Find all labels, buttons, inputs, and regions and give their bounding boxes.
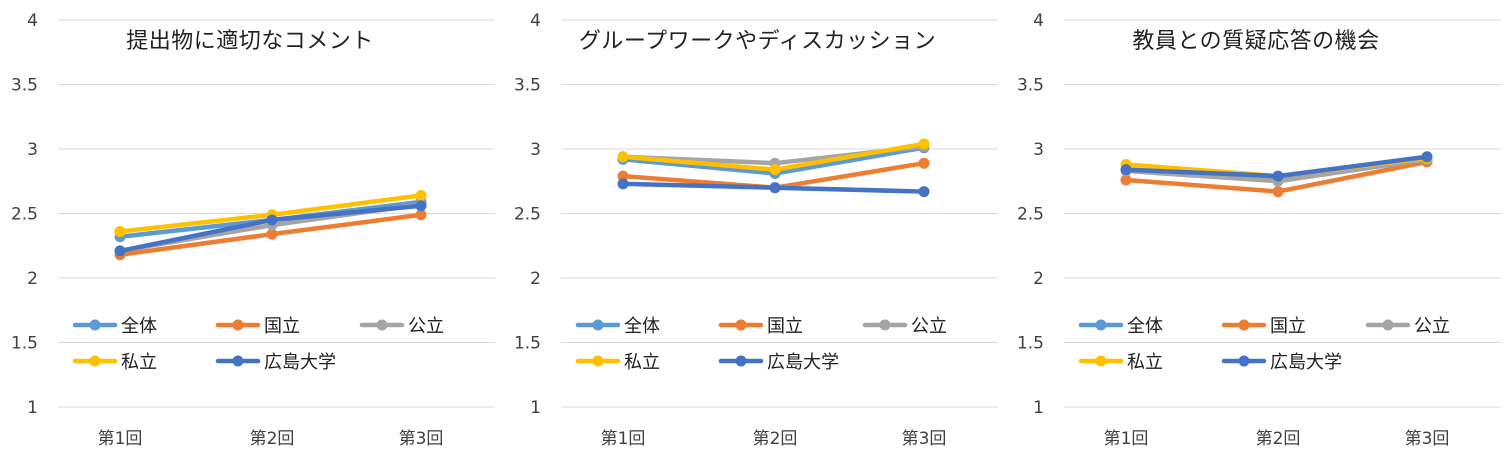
data-point bbox=[918, 186, 930, 198]
chart-title: 提出物に適切なコメント bbox=[126, 29, 374, 54]
y-tick-label: 3.5 bbox=[1017, 76, 1044, 96]
chart-title: 教員との質疑応答の機会 bbox=[1132, 29, 1380, 54]
legend-marker bbox=[376, 319, 388, 331]
data-point bbox=[266, 228, 278, 240]
data-point bbox=[114, 226, 126, 238]
x-tick-label: 第1回 bbox=[98, 429, 143, 449]
data-point bbox=[114, 245, 126, 257]
legend-marker bbox=[1095, 355, 1107, 367]
data-point bbox=[415, 209, 427, 221]
legend-marker bbox=[1238, 319, 1250, 331]
y-tick-label: 4 bbox=[27, 11, 38, 31]
y-tick-label: 3 bbox=[27, 140, 38, 160]
data-point bbox=[617, 178, 629, 190]
x-tick-label: 第1回 bbox=[1104, 429, 1149, 449]
y-tick-label: 2.5 bbox=[514, 205, 541, 225]
legend-marker bbox=[879, 319, 891, 331]
legend-label: 私立 bbox=[1127, 352, 1163, 373]
legend-label: 国立 bbox=[1270, 316, 1306, 337]
legend-marker bbox=[735, 355, 747, 367]
data-point bbox=[617, 170, 629, 182]
legend-label: 広島大学 bbox=[767, 352, 839, 373]
legend-label: 私立 bbox=[121, 352, 157, 373]
y-tick-label: 1.5 bbox=[1017, 334, 1044, 354]
y-tick-label: 1.5 bbox=[11, 334, 38, 354]
legend-marker bbox=[232, 355, 244, 367]
chart-title: グループワークやディスカッション bbox=[578, 29, 937, 54]
legend-label: 広島大学 bbox=[1270, 352, 1342, 373]
chart-panel-2: 1 1.5 2 2.5 3 3.5 4 第1回 第2回 第3回 全体 国立 公立私立 広島大学 グループワ… bbox=[503, 0, 1006, 458]
data-point bbox=[769, 182, 781, 194]
y-tick-label: 2.5 bbox=[11, 205, 38, 225]
data-point bbox=[1272, 170, 1284, 182]
legend-marker bbox=[89, 355, 101, 367]
x-tick-label: 第3回 bbox=[399, 429, 444, 449]
x-tick-label: 第2回 bbox=[753, 429, 798, 449]
y-tick-label: 3.5 bbox=[11, 76, 38, 96]
y-tick-label: 2 bbox=[1033, 269, 1044, 289]
data-point bbox=[415, 200, 427, 212]
legend-label: 国立 bbox=[767, 316, 803, 337]
legend-marker bbox=[1095, 319, 1107, 331]
legend-label: 全体 bbox=[624, 316, 660, 337]
legend-marker bbox=[592, 355, 604, 367]
x-tick-label: 第1回 bbox=[601, 429, 646, 449]
data-point bbox=[918, 138, 930, 150]
y-tick-label: 3 bbox=[1033, 140, 1044, 160]
data-point bbox=[1120, 174, 1132, 186]
x-tick-label: 第3回 bbox=[1405, 429, 1450, 449]
legend-marker bbox=[1238, 355, 1250, 367]
legend-label: 全体 bbox=[121, 316, 157, 337]
x-tick-label: 第2回 bbox=[250, 429, 295, 449]
chart-panel-1: 1 1.5 2 2.5 3 3.5 4 第1回 第2回 第3回 全体 国立 公立私立 広島大学 提出物に適… bbox=[0, 0, 503, 458]
data-point bbox=[1421, 151, 1433, 163]
legend-label: 私立 bbox=[624, 352, 660, 373]
x-tick-label: 第2回 bbox=[1256, 429, 1301, 449]
y-tick-label: 2 bbox=[530, 269, 541, 289]
y-tick-label: 1 bbox=[27, 398, 38, 418]
y-tick-label: 3 bbox=[530, 140, 541, 160]
x-tick-label: 第3回 bbox=[902, 429, 947, 449]
data-point bbox=[415, 189, 427, 201]
y-tick-label: 1 bbox=[1033, 398, 1044, 418]
legend-label: 公立 bbox=[408, 316, 444, 337]
data-point bbox=[1272, 186, 1284, 198]
y-tick-label: 1 bbox=[530, 398, 541, 418]
y-tick-label: 3.5 bbox=[514, 76, 541, 96]
legend-label: 公立 bbox=[1414, 316, 1450, 337]
legend-marker bbox=[1382, 319, 1394, 331]
data-point bbox=[266, 214, 278, 226]
data-point bbox=[617, 151, 629, 163]
y-tick-label: 2 bbox=[27, 269, 38, 289]
data-point bbox=[1120, 164, 1132, 176]
legend-label: 広島大学 bbox=[264, 352, 336, 373]
legend-label: 国立 bbox=[264, 316, 300, 337]
legend-label: 公立 bbox=[911, 316, 947, 337]
y-tick-label: 4 bbox=[1033, 11, 1044, 31]
data-point bbox=[769, 164, 781, 176]
y-tick-label: 2.5 bbox=[1017, 205, 1044, 225]
y-tick-label: 1.5 bbox=[514, 334, 541, 354]
legend-label: 全体 bbox=[1127, 316, 1163, 337]
legend-marker bbox=[232, 319, 244, 331]
chart-panel-3: 1 1.5 2 2.5 3 3.5 4 第1回 第2回 第3回 全体 国立 公立私立 広島大学 教員との質… bbox=[1006, 0, 1509, 458]
legend-marker bbox=[89, 319, 101, 331]
legend-marker bbox=[735, 319, 747, 331]
data-point bbox=[918, 157, 930, 169]
legend-marker bbox=[592, 319, 604, 331]
y-tick-label: 4 bbox=[530, 11, 541, 31]
